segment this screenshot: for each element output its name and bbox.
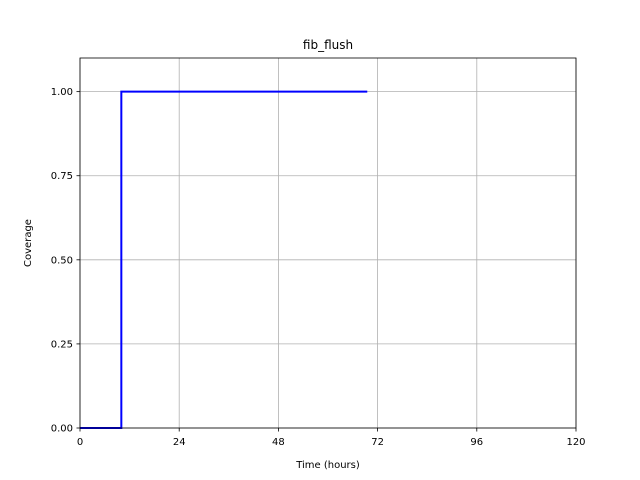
chart-title: fib_flush: [303, 38, 353, 52]
x-tick-label: 0: [77, 437, 83, 448]
x-tick-label: 48: [272, 437, 285, 448]
y-axis-label: Coverage: [23, 219, 34, 267]
axis-ticks: 0 24 48 72 96 120 0.00 0.25 0.50 0.75 1.00: [51, 87, 586, 448]
y-tick-label: 0.50: [51, 255, 73, 266]
plot-frame: [79, 57, 577, 429]
y-tick-label: 0.75: [51, 171, 73, 182]
x-tick-label: 72: [371, 437, 384, 448]
y-tick-label: 0.00: [51, 424, 73, 435]
x-axis-label: Time (hours): [295, 460, 360, 471]
y-tick-label: 1.00: [51, 87, 73, 98]
y-tick-label: 0.25: [51, 339, 73, 350]
x-tick-label: 24: [173, 437, 186, 448]
x-tick-label: 96: [470, 437, 483, 448]
x-tick-label: 120: [566, 437, 585, 448]
